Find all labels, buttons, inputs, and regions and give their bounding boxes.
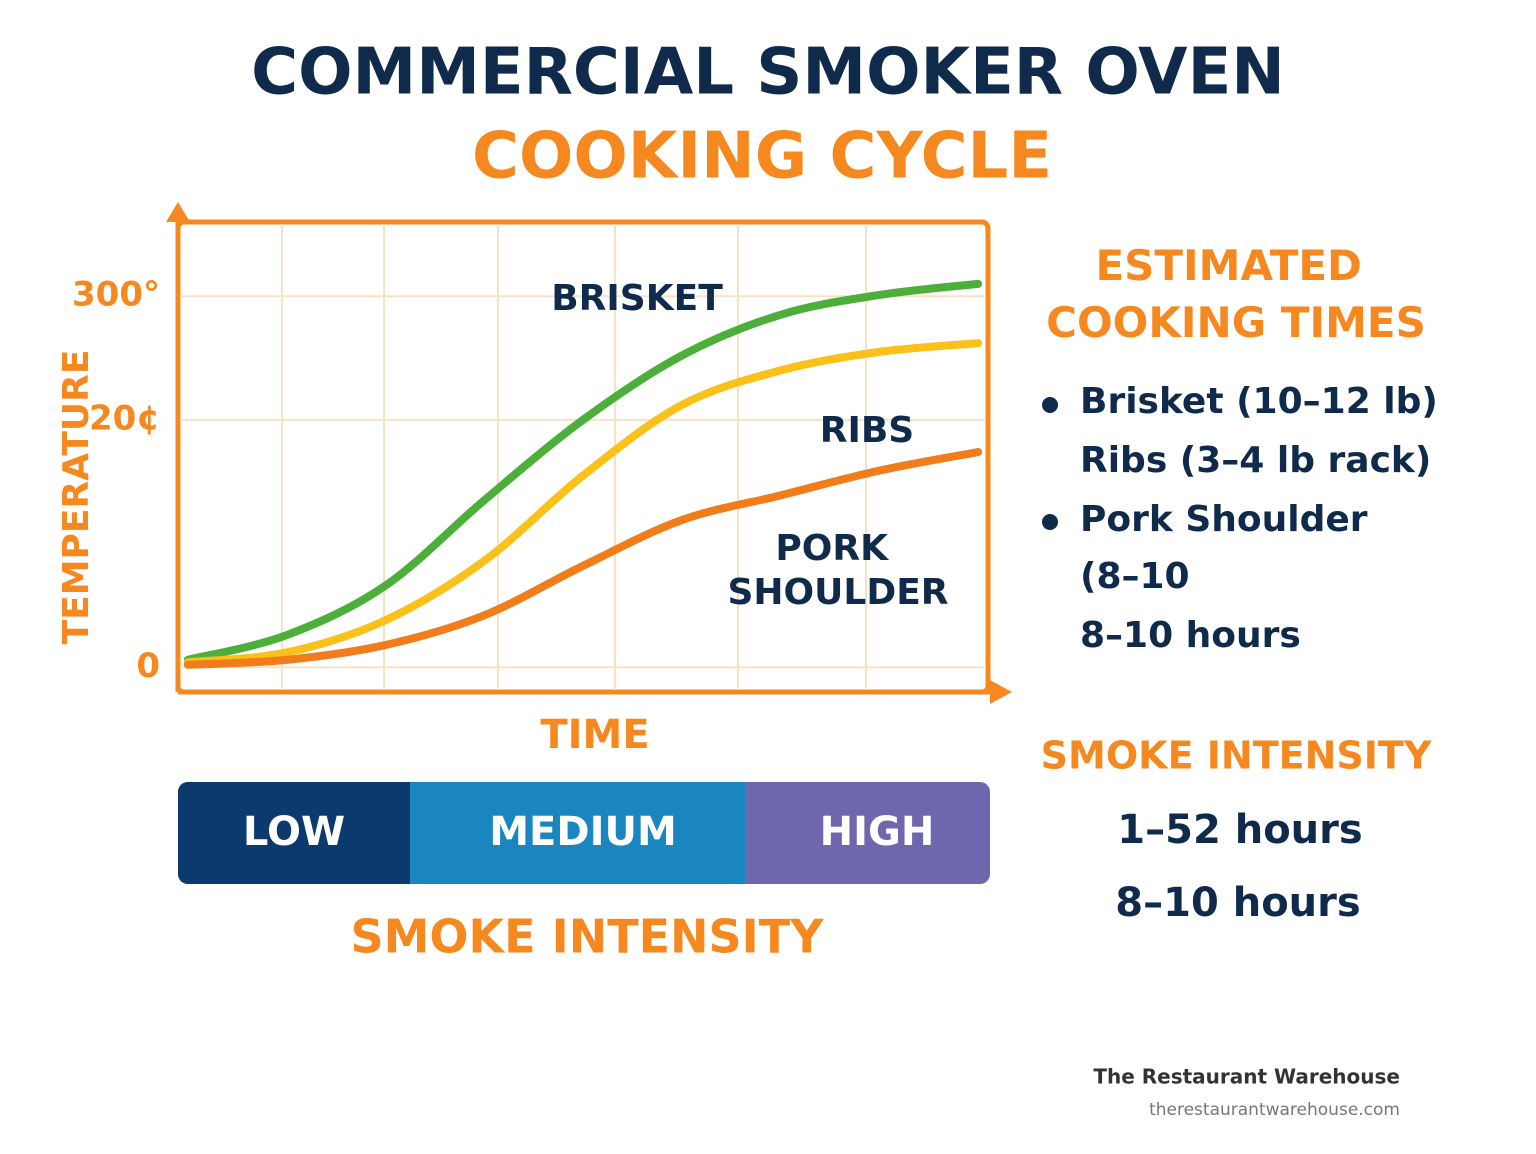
side-item: 8–10 hours	[1080, 615, 1301, 656]
y-arrow	[166, 202, 190, 222]
y-tick-label: 300°	[72, 275, 160, 315]
y-axis-label: TEMPERATURE	[56, 350, 97, 645]
side-item: Ribs (3–4 lb rack)	[1080, 440, 1431, 481]
side-smoke-time: 1–52 hours	[1117, 807, 1362, 853]
smoke-level: MEDIUM	[489, 809, 677, 855]
smoke-level: LOW	[243, 809, 345, 855]
smoke-level: HIGH	[820, 809, 935, 855]
footer-brand: The Restaurant Warehouse	[1093, 1065, 1400, 1089]
bullet	[1042, 397, 1058, 413]
subtitle: COOKING CYCLE	[472, 120, 1052, 194]
title: COMMERCIAL SMOKER OVEN	[251, 36, 1285, 110]
side-item: Brisket (10–12 lb)	[1080, 381, 1438, 422]
y-tick-label: 0	[136, 646, 160, 686]
x-arrow	[990, 680, 1012, 704]
series-label: RIBS	[820, 410, 914, 451]
smoke-low	[178, 782, 410, 884]
smoke-bar: LOW MEDIUM HIGH	[178, 782, 990, 884]
plot-frame	[175, 210, 1000, 695]
series-line	[183, 448, 983, 669]
footer-url: therestaurantwarehouse.com	[1149, 1100, 1400, 1120]
side-smoke-heading: SMOKE INTENSITY	[1041, 734, 1432, 778]
series-line	[183, 279, 983, 664]
series-label: PORK SHOULDER	[727, 528, 948, 613]
line-layer	[183, 279, 983, 669]
series-label: BRISKET	[551, 278, 723, 319]
smoke-title: SMOKE INTENSITY	[351, 910, 825, 964]
side-smoke-time: 8–10 hours	[1115, 880, 1360, 926]
bullet	[1042, 514, 1058, 530]
x-axis-label: TIME	[540, 712, 649, 758]
y-tick-label: 20¢	[89, 398, 160, 438]
side-item: Pork Shoulder (8–10	[1080, 499, 1380, 597]
series-line	[183, 339, 983, 667]
smoke-medium	[410, 782, 745, 884]
side-heading: ESTIMATED COOKING TIMES	[1046, 241, 1426, 347]
